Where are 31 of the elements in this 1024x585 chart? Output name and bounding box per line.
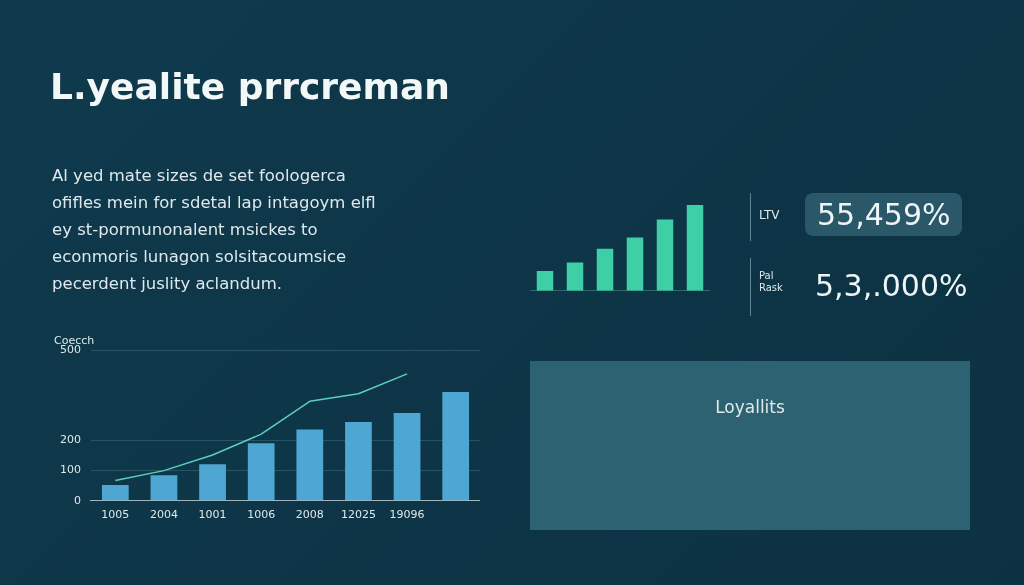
- bar: [686, 205, 704, 291]
- bar: [101, 485, 129, 501]
- bar: [247, 443, 275, 501]
- x-tick-label: 12025: [340, 508, 376, 522]
- y-tick-label: 200: [60, 433, 81, 447]
- text: Pal Rask: [759, 270, 784, 294]
- x-tick-label: 1006: [247, 508, 276, 522]
- bar: [566, 262, 584, 291]
- text: Loyallits: [714, 397, 786, 417]
- y-tick-label: 100: [60, 463, 81, 477]
- text: LTV: [759, 208, 780, 222]
- y-tick-label: 0: [74, 493, 81, 507]
- text: 5,3,.000%: [815, 268, 968, 303]
- bar: [393, 413, 421, 501]
- bar: [596, 248, 614, 291]
- bar: [626, 237, 644, 291]
- x-tick-label: 2004: [149, 508, 178, 522]
- bar: [150, 475, 178, 501]
- text: 55,459%: [805, 193, 963, 236]
- bar: [536, 271, 554, 291]
- bar: [656, 219, 674, 291]
- bar: [199, 464, 226, 501]
- chart-title: L.yealite prrcreman: [50, 66, 450, 107]
- bar: [345, 422, 372, 501]
- bar: [296, 429, 324, 501]
- x-tick-label: 19096: [389, 508, 425, 522]
- x-tick-label: 1005: [101, 508, 130, 522]
- x-tick-label: 1001: [198, 508, 227, 522]
- chart-subtitle: Al yed mate sizes de set foologerca ofifles mein for sdetal lap intagoym elfl ey st-pormunonalent msickes to econmoris lunagon solsitacoumsice pecerdent juslity aclandum.: [52, 165, 377, 295]
- x-tick-label: 2008: [295, 508, 324, 522]
- bar: [442, 391, 470, 501]
